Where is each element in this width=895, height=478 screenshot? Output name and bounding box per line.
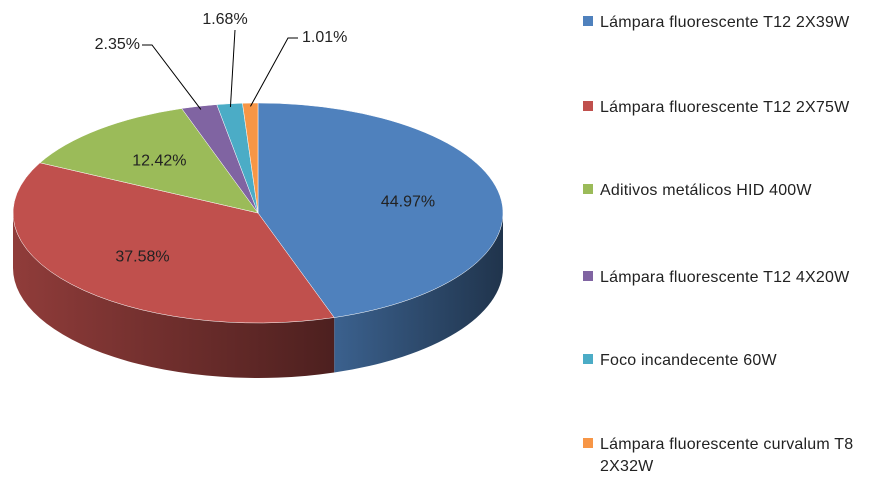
slice (257, 102, 504, 318)
legend-swatch (583, 271, 593, 281)
legend-item: Aditivos metálicos HID 400W (583, 180, 885, 202)
legend-label: Lámpara fluorescente curvalum T8 2X32W (600, 436, 854, 475)
legend-label: Lámpara fluorescente T12 2X75W (600, 99, 850, 116)
data-label: 2.35% (95, 36, 140, 53)
slice-side (334, 213, 503, 373)
legend-item: Lámpara fluorescente T12 4X20W (583, 267, 885, 289)
data-label: 12.42% (132, 152, 186, 169)
legend-swatch (583, 354, 593, 364)
leader-line (229, 29, 236, 108)
slice (12, 162, 335, 324)
slice (39, 108, 259, 214)
slice (242, 102, 259, 214)
data-label: 37.58% (115, 248, 169, 265)
data-label: 1.01% (302, 29, 347, 46)
legend-item: Lámpara fluorescente curvalum T8 2X32W (583, 434, 885, 478)
legend-label: Lámpara fluorescente T12 4X20W (600, 269, 850, 286)
pie-area: 44.97% 37.58% 12.42% 2.35% 1.68% 1.01% (12, 11, 504, 379)
legend-item: Foco incandecente 60W (583, 350, 885, 372)
legend-label: Lámpara fluorescente T12 2X39W (600, 14, 850, 31)
legend-item: Lámpara fluorescente T12 2X75W (583, 97, 885, 119)
data-label: 44.97% (381, 193, 435, 210)
legend-swatch (583, 438, 593, 448)
slice-side (13, 213, 335, 379)
legend-swatch (583, 184, 593, 194)
legend-swatch (583, 16, 593, 26)
legend-label: Foco incandecente 60W (600, 352, 777, 369)
leader-line (142, 44, 202, 110)
data-label: 1.68% (202, 11, 247, 28)
legend-item: Lámpara fluorescente T12 2X39W (583, 12, 885, 34)
legend-label: Aditivos metálicos HID 400W (600, 182, 812, 199)
leader-line (250, 37, 298, 107)
legend-swatch (583, 101, 593, 111)
